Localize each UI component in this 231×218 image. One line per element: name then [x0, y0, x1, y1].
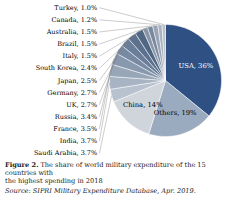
- svg-text:Brazil, 1.5%: Brazil, 1.5%: [57, 40, 97, 48]
- svg-text:Germany, 2.7%: Germany, 2.7%: [47, 89, 97, 97]
- svg-text:USA, 36%: USA, 36%: [178, 62, 213, 70]
- svg-text:Russia, 3.4%: Russia, 3.4%: [55, 113, 97, 121]
- svg-text:Italy, 1.5%: Italy, 1.5%: [63, 52, 98, 60]
- svg-text:Japan, 2.5%: Japan, 2.5%: [57, 77, 97, 85]
- html-text:Source: SIPRI Military Expendi: Source: SIPRI Military Expenditure Datab…: [5, 186, 196, 195]
- svg-text:UK, 2.7%: UK, 2.7%: [66, 101, 97, 109]
- svg-text:Canada, 1.2%: Canada, 1.2%: [52, 16, 98, 24]
- svg-text:Saudi Arabia, 3.7%: Saudi Arabia, 3.7%: [34, 149, 97, 157]
- svg-text:China, 14%: China, 14%: [123, 101, 163, 109]
- svg-text:Turkey, 1.0%: Turkey, 1.0%: [54, 4, 97, 12]
- svg-text:Others, 19%: Others, 19%: [154, 109, 197, 117]
- svg-text:South Korea, 2.4%: South Korea, 2.4%: [36, 64, 98, 72]
- svg-text:India, 3.7%: India, 3.7%: [60, 137, 98, 145]
- svg-text:Australia, 1.5%: Australia, 1.5%: [46, 28, 98, 36]
- svg-text:France, 3.5%: France, 3.5%: [53, 125, 97, 133]
- html-text:Figure 2. The share of world m: Figure 2. The share of world military ex…: [5, 161, 206, 185]
